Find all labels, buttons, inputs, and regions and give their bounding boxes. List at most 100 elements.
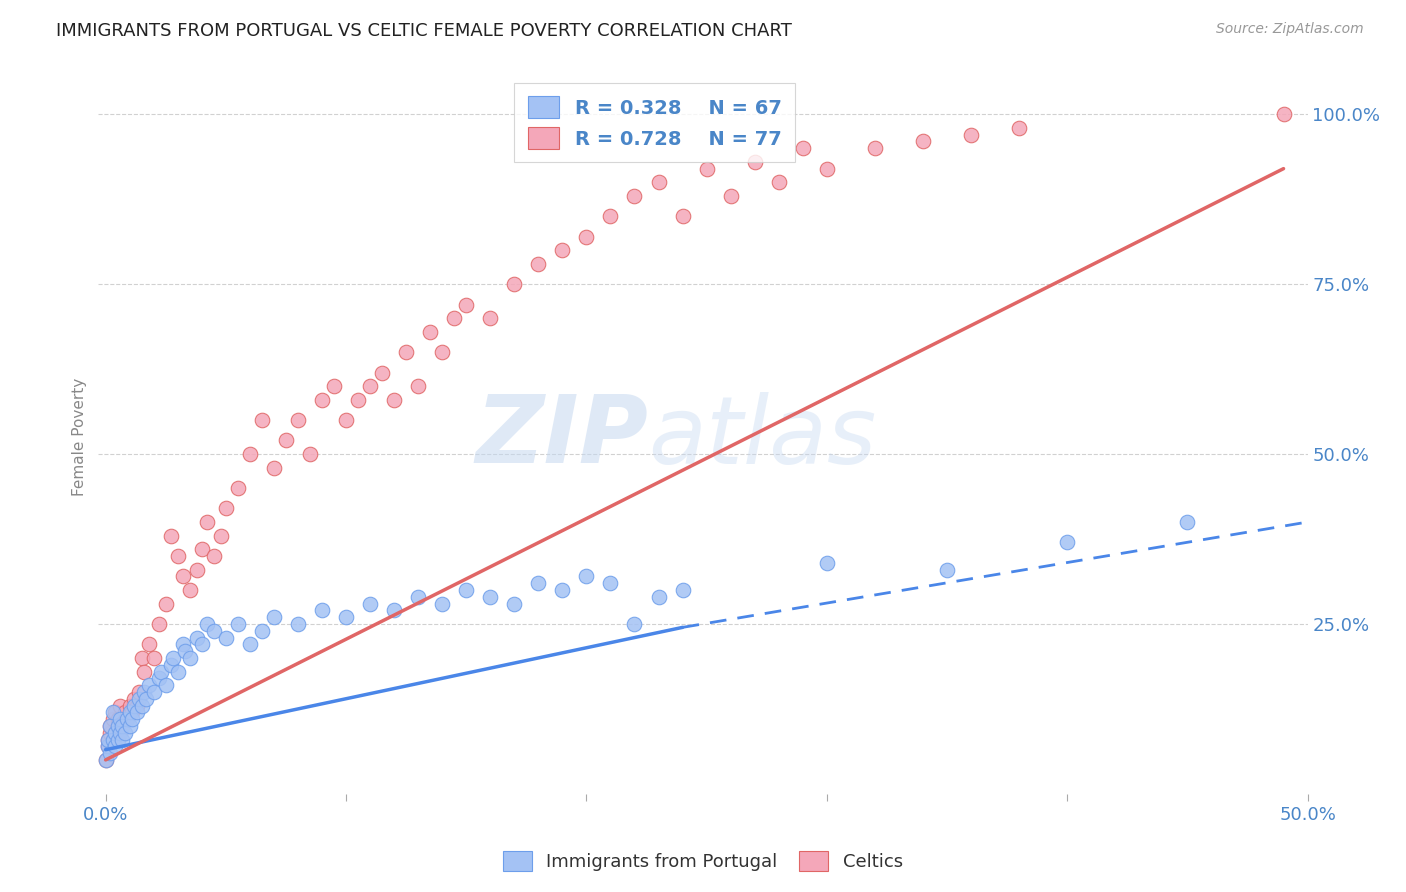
Point [104, 739, 127, 754]
Point [172, 569, 194, 583]
Point [125, 698, 148, 713]
Point [335, 610, 357, 624]
Point [101, 706, 124, 720]
Point [371, 366, 394, 380]
Point [311, 603, 333, 617]
Point [274, 434, 297, 448]
Point [149, 665, 172, 679]
Point [138, 637, 160, 651]
Point [107, 732, 129, 747]
Point [359, 379, 381, 393]
Point [108, 725, 131, 739]
Point [551, 243, 574, 257]
Point [142, 651, 165, 665]
Point [671, 209, 693, 223]
Point [121, 706, 143, 720]
Point [479, 311, 502, 326]
Point [768, 175, 790, 189]
Point [456, 582, 478, 597]
Text: atlas: atlas [648, 392, 877, 483]
Point [575, 229, 598, 244]
Point [647, 590, 669, 604]
Point [124, 691, 146, 706]
Point [97, 739, 120, 754]
Point [155, 678, 177, 692]
Text: Source: ZipAtlas.com: Source: ZipAtlas.com [1216, 22, 1364, 37]
Point [430, 345, 453, 359]
Point [186, 631, 208, 645]
Point [671, 582, 693, 597]
Legend: R = 0.328    N = 67, R = 0.728    N = 77: R = 0.328 N = 67, R = 0.728 N = 77 [515, 83, 794, 162]
Point [132, 665, 155, 679]
Point [148, 671, 170, 685]
Point [647, 175, 669, 189]
Point [215, 631, 238, 645]
Point [395, 345, 418, 359]
Point [186, 563, 208, 577]
Point [863, 141, 886, 155]
Point [443, 311, 465, 326]
Point [97, 732, 120, 747]
Point [815, 556, 838, 570]
Point [815, 161, 838, 176]
Point [382, 392, 405, 407]
Point [551, 582, 574, 597]
Point [599, 209, 621, 223]
Y-axis label: Female Poverty: Female Poverty [72, 378, 87, 496]
Point [359, 597, 381, 611]
Point [166, 549, 188, 563]
Point [406, 590, 429, 604]
Point [1272, 107, 1295, 121]
Point [202, 624, 225, 638]
Point [142, 685, 165, 699]
Point [503, 597, 526, 611]
Point [179, 582, 201, 597]
Point [131, 698, 153, 713]
Point [911, 135, 934, 149]
Point [104, 725, 127, 739]
Point [148, 617, 170, 632]
Point [936, 563, 959, 577]
Point [108, 712, 131, 726]
Point [195, 515, 218, 529]
Point [479, 590, 502, 604]
Point [111, 719, 134, 733]
Point [623, 189, 645, 203]
Point [117, 712, 139, 726]
Point [287, 413, 309, 427]
Point [430, 597, 453, 611]
Point [100, 725, 122, 739]
Text: ZIP: ZIP [475, 391, 648, 483]
Point [166, 665, 188, 679]
Point [1177, 515, 1199, 529]
Point [159, 528, 181, 542]
Point [118, 706, 141, 720]
Point [263, 460, 285, 475]
Point [174, 644, 197, 658]
Point [172, 637, 194, 651]
Point [107, 712, 129, 726]
Point [155, 597, 177, 611]
Point [226, 617, 249, 632]
Point [97, 732, 120, 747]
Point [195, 617, 218, 632]
Point [128, 685, 150, 699]
Point [1056, 535, 1078, 549]
Point [575, 569, 598, 583]
Point [696, 161, 718, 176]
Point [100, 719, 122, 733]
Point [239, 447, 262, 461]
Point [135, 691, 157, 706]
Point [527, 576, 550, 591]
Legend: Immigrants from Portugal, Celtics: Immigrants from Portugal, Celtics [496, 844, 910, 879]
Point [121, 712, 143, 726]
Point [335, 413, 357, 427]
Point [503, 277, 526, 292]
Point [215, 501, 238, 516]
Point [101, 732, 124, 747]
Point [960, 128, 983, 142]
Point [132, 685, 155, 699]
Point [100, 719, 122, 733]
Point [347, 392, 370, 407]
Point [202, 549, 225, 563]
